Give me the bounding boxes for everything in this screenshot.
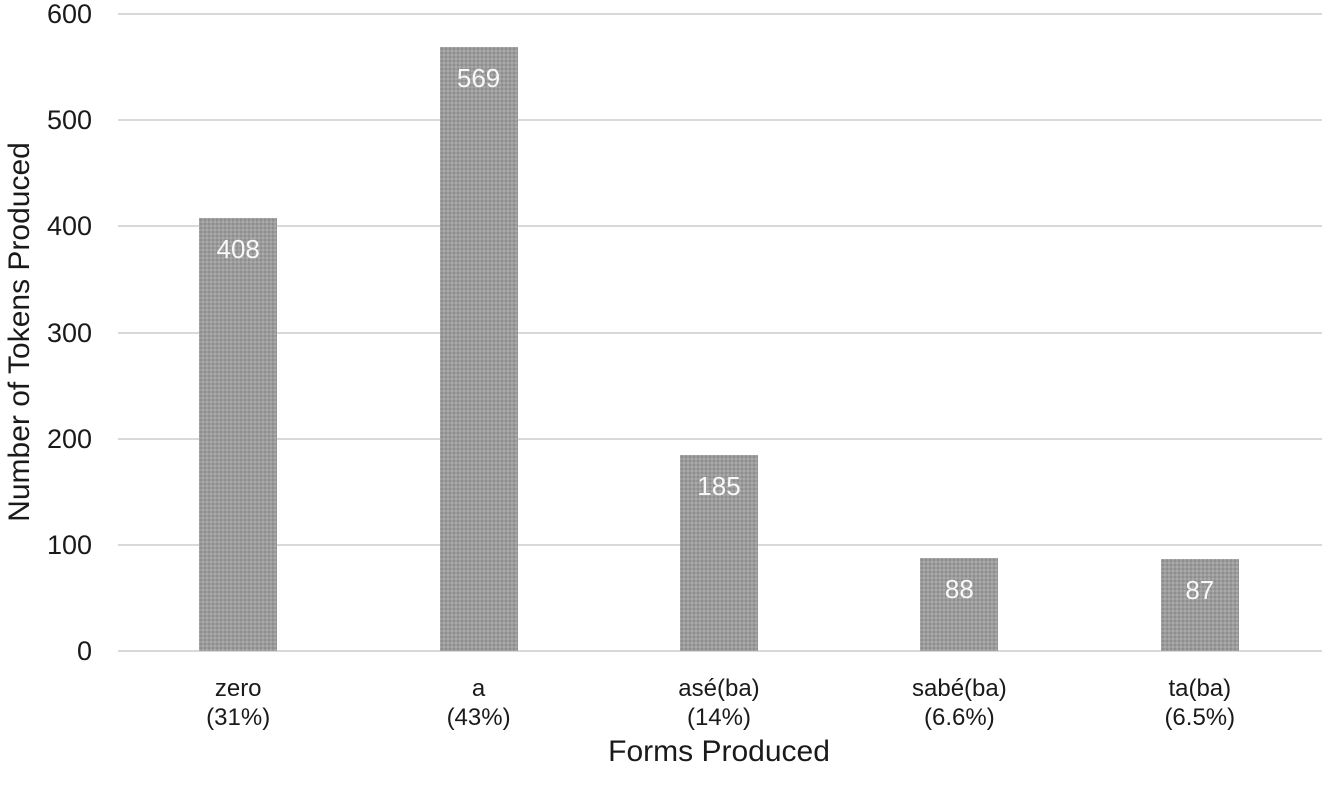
x-axis-category-percent: (6.5%) <box>1164 704 1236 731</box>
x-axis-category-percent: (43%) <box>446 704 511 731</box>
x-axis-title: Forms Produced <box>608 735 830 768</box>
y-axis-tick-label: 200 <box>46 423 92 454</box>
bar-value-label: 87 <box>1185 574 1215 605</box>
gridline <box>118 331 1322 334</box>
y-axis-tick-label: 300 <box>46 317 92 348</box>
gridline <box>118 225 1322 228</box>
bar: 87 <box>1160 558 1239 651</box>
y-axis-tick-label: 400 <box>46 211 92 242</box>
bar: 88 <box>920 557 999 651</box>
plot-area: 408 569 185 88 87 <box>118 13 1322 652</box>
bar-value-label: 569 <box>456 62 501 93</box>
x-axis-category-label: a (43%) <box>358 674 598 732</box>
y-axis-tick-label: 500 <box>46 105 92 136</box>
x-axis-category-percent: (14%) <box>686 704 751 731</box>
bar-value-label: 88 <box>944 573 974 604</box>
x-axis-category-name: asé(ba) <box>678 675 760 702</box>
gridline <box>118 437 1322 440</box>
x-axis-category-name: ta(ba) <box>1168 675 1232 702</box>
bar: 185 <box>680 454 758 651</box>
x-axis-category-label: zero (31%) <box>118 674 358 732</box>
bar: 569 <box>439 46 518 651</box>
x-axis-category-name: sabé(ba) <box>912 675 1007 702</box>
y-axis-tick-label: 600 <box>46 0 92 29</box>
gridline <box>118 650 1322 652</box>
x-axis-category-name: a <box>471 675 486 702</box>
x-axis-category-label: sabé(ba) (6.6%) <box>839 674 1079 732</box>
x-axis-category-percent: (6.6%) <box>924 704 995 731</box>
y-axis-tick-label: 0 <box>76 636 92 666</box>
x-axis-category-label: asé(ba) (14%) <box>599 674 839 732</box>
x-axis-category-name: zero <box>214 675 262 702</box>
bar-value-label: 408 <box>216 233 260 264</box>
gridline <box>118 13 1322 15</box>
bar-value-label: 185 <box>697 470 741 501</box>
x-axis-category-label: ta(ba) (6.5%) <box>1080 674 1320 732</box>
bar: 408 <box>199 217 278 651</box>
gridline <box>118 119 1322 122</box>
x-axis-category-percent: (31%) <box>206 704 271 731</box>
y-axis-tick-label: 100 <box>46 529 92 560</box>
